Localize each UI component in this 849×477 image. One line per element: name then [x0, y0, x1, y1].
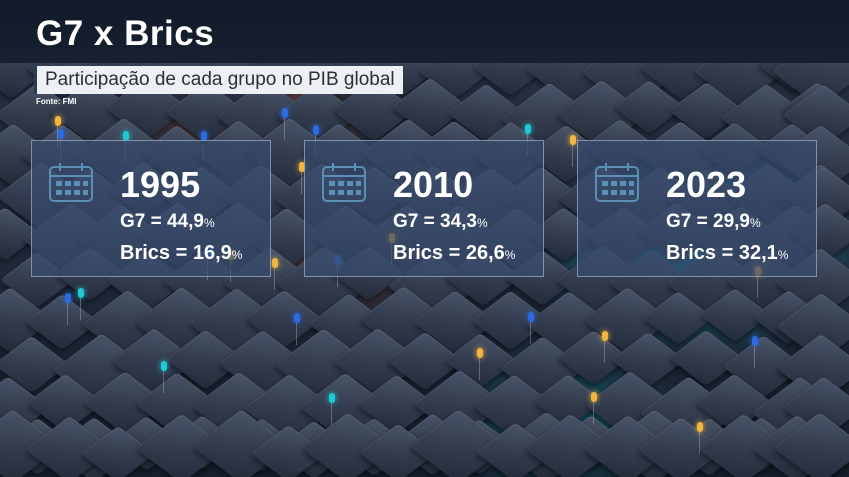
brics-value: Brics = 32,1% [666, 242, 789, 264]
card-1995: 1995 G7 = 44,9% Brics = 16,9% [31, 140, 271, 277]
background-marker [591, 392, 597, 424]
background-marker [570, 135, 576, 167]
card-2010: 2010 G7 = 34,3% Brics = 26,6% [304, 140, 544, 277]
background-marker [78, 288, 84, 320]
background-marker [272, 258, 278, 290]
background-marker [58, 129, 64, 161]
background-marker [294, 313, 300, 345]
calendar-icon [322, 163, 366, 202]
calendar-icon [49, 163, 93, 202]
brics-value: Brics = 26,6% [393, 242, 516, 264]
background-marker [528, 312, 534, 344]
background-marker [55, 116, 61, 148]
background-marker [65, 293, 71, 325]
brics-value: Brics = 16,9% [120, 242, 243, 264]
background-marker [477, 348, 483, 380]
card-2023: 2023 G7 = 29,9% Brics = 32,1% [577, 140, 817, 277]
g7-value: G7 = 34,3% [393, 211, 488, 232]
background-marker [329, 393, 335, 425]
background-marker [282, 108, 288, 140]
g7-value: G7 = 44,9% [120, 211, 215, 232]
calendar-icon [595, 163, 639, 202]
source-label: Fonte: FMI [36, 97, 77, 106]
background-marker [697, 422, 703, 454]
subtitle: Participação de cada grupo no PIB global [34, 66, 403, 94]
g7-value: G7 = 29,9% [666, 211, 761, 232]
year-label: 2023 [666, 164, 747, 205]
background-marker [525, 124, 531, 156]
title-bar: G7 x Brics [0, 0, 849, 63]
background-marker [602, 331, 608, 363]
background-marker [313, 125, 319, 157]
year-label: 2010 [393, 164, 474, 205]
page-title: G7 x Brics [36, 14, 215, 53]
background-marker [161, 361, 167, 393]
background-marker [299, 162, 305, 194]
background-marker [752, 336, 758, 368]
year-label: 1995 [120, 164, 201, 205]
